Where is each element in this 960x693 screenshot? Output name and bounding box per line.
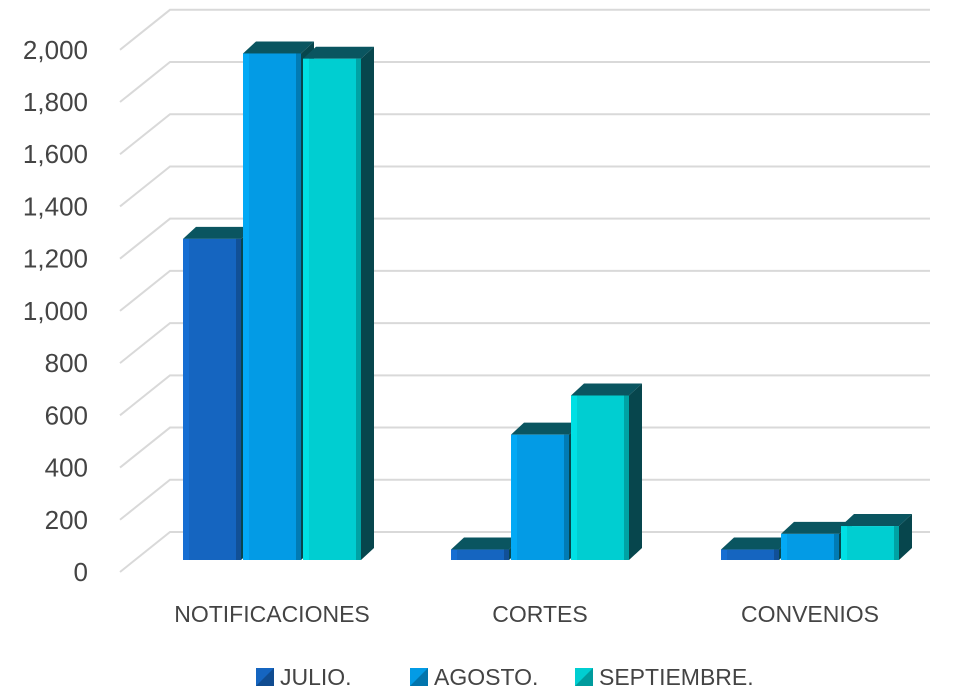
gridline	[119, 61, 930, 103]
gridline	[119, 113, 930, 156]
y-tick-label: 1,800	[23, 87, 88, 117]
y-tick-label: 1,000	[23, 296, 88, 326]
y-tick-label: 1,600	[23, 139, 88, 169]
y-tick-label: 1,200	[23, 244, 88, 274]
gridline	[119, 531, 930, 573]
x-category-label: CORTES	[492, 601, 587, 627]
y-tick-label: 1,400	[23, 191, 88, 221]
legend-label: JULIO.	[280, 664, 352, 690]
legend-item: AGOSTO.	[410, 664, 538, 690]
bars	[183, 41, 912, 561]
x-category-label: CONVENIOS	[741, 601, 879, 627]
gridline	[119, 478, 930, 521]
y-tick-label: 400	[45, 453, 88, 483]
gridline	[119, 217, 930, 260]
gridline	[119, 269, 930, 312]
gridline	[119, 374, 930, 417]
legend-item: SEPTIEMBRE.	[575, 664, 754, 690]
bar	[841, 514, 912, 560]
y-tick-label: 800	[45, 348, 88, 378]
gridline	[119, 322, 930, 364]
y-tick-label: 0	[74, 557, 88, 587]
y-tick-label: 600	[45, 400, 88, 430]
gridlines	[119, 8, 930, 573]
y-axis-ticks: 0 200 400 600 800 1,000 1,200 1,400 1,600 1,800 2,…	[23, 35, 88, 587]
x-category-label: NOTIFICACIONES	[174, 601, 370, 627]
gridline	[119, 8, 930, 51]
bar	[303, 46, 374, 561]
y-tick-label: 2,000	[23, 35, 88, 65]
legend-item: JULIO.	[256, 664, 352, 690]
gridline	[119, 165, 930, 208]
legend: JULIO. AGOSTO. SEPTIEMBRE.	[256, 664, 754, 690]
y-tick-label: 200	[45, 505, 88, 535]
x-axis-labels: NOTIFICACIONES CORTES CONVENIOS	[174, 601, 879, 627]
legend-label: SEPTIEMBRE.	[599, 664, 754, 690]
gridline	[119, 426, 930, 469]
legend-label: AGOSTO.	[434, 664, 538, 690]
bar	[571, 383, 642, 560]
